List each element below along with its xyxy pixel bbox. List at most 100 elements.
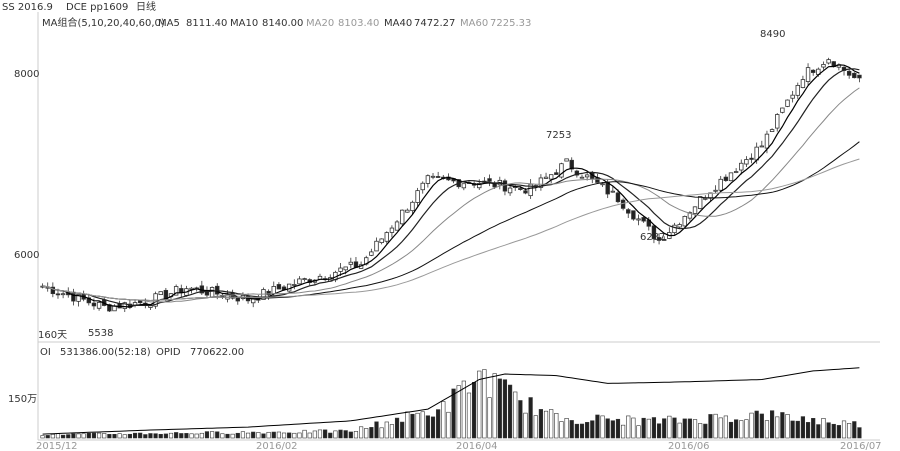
oi-y-tick: 150万 bbox=[8, 394, 37, 405]
candle-body bbox=[749, 157, 754, 160]
volume-bar bbox=[50, 433, 55, 439]
ma10-line bbox=[42, 68, 860, 307]
volume-bar bbox=[615, 418, 621, 439]
candle-body bbox=[600, 183, 605, 186]
volume-bar bbox=[410, 413, 415, 439]
volume-bar bbox=[579, 423, 585, 439]
ma40-name: MA40 bbox=[384, 18, 412, 29]
y-tick-6000: 6000 bbox=[14, 250, 39, 261]
candle-body bbox=[631, 210, 636, 220]
candle-body bbox=[677, 224, 682, 228]
volume-bar bbox=[451, 388, 456, 439]
volume-bar bbox=[323, 429, 328, 439]
volume-bar bbox=[364, 428, 369, 439]
volume-bar bbox=[554, 413, 559, 439]
volume-bar bbox=[184, 433, 189, 439]
volume-bar bbox=[235, 432, 240, 439]
candle-body bbox=[687, 212, 693, 219]
candle-body bbox=[297, 278, 302, 285]
candle-body bbox=[507, 187, 513, 194]
volume-bar bbox=[852, 421, 857, 439]
volume-bar bbox=[230, 433, 235, 439]
volume-bar bbox=[343, 430, 348, 439]
candle-body bbox=[826, 59, 831, 64]
volume-bar bbox=[656, 423, 662, 439]
volume-bar bbox=[174, 432, 179, 439]
volume-bar bbox=[204, 431, 210, 439]
candle-body bbox=[410, 201, 415, 212]
candle-body bbox=[754, 146, 759, 161]
volume-bar bbox=[723, 415, 728, 439]
volume-bar bbox=[369, 427, 374, 439]
volume-bar bbox=[66, 434, 71, 439]
volume-bar bbox=[328, 432, 333, 439]
opid-value: 770622.00 bbox=[190, 347, 244, 358]
volume-bar bbox=[153, 433, 158, 439]
volume-bar bbox=[215, 431, 220, 439]
x-tick-label: 2015/12 bbox=[36, 441, 78, 451]
volume-bar bbox=[163, 433, 168, 439]
volume-bar bbox=[857, 427, 862, 439]
volume-bar bbox=[168, 432, 174, 439]
volume-bar bbox=[127, 433, 133, 439]
candle-body bbox=[266, 290, 271, 296]
volume-bar bbox=[805, 422, 811, 439]
volume-bar bbox=[564, 418, 569, 439]
candle-body bbox=[739, 162, 744, 171]
volume-bar bbox=[826, 422, 831, 439]
volume-bar bbox=[199, 432, 204, 439]
volume-bar bbox=[338, 429, 343, 439]
volume-bar bbox=[677, 422, 682, 439]
volume-bar bbox=[394, 417, 400, 439]
candle-body bbox=[538, 177, 544, 188]
volume-bar bbox=[764, 420, 770, 439]
candle-body bbox=[636, 218, 641, 221]
volume-bar bbox=[138, 432, 143, 439]
volume-bar bbox=[374, 421, 379, 439]
volume-bar bbox=[549, 409, 554, 439]
volume-bar bbox=[420, 411, 425, 439]
candle-body bbox=[780, 107, 785, 113]
candle-body bbox=[810, 69, 816, 73]
candle-body bbox=[656, 237, 662, 241]
volume-bar bbox=[477, 370, 482, 439]
oi-layer bbox=[40, 367, 862, 439]
candle-body bbox=[91, 302, 97, 307]
volume-bar bbox=[651, 417, 657, 439]
volume-bar bbox=[708, 414, 713, 439]
volume-bar bbox=[430, 416, 436, 439]
volume-bar bbox=[276, 431, 281, 439]
volume-bar bbox=[112, 433, 117, 439]
candle-body bbox=[374, 240, 379, 252]
candle-body bbox=[759, 145, 765, 148]
candle-body bbox=[713, 189, 718, 192]
candle-body bbox=[286, 283, 292, 292]
volume-bar bbox=[117, 433, 122, 439]
candle-body bbox=[672, 224, 677, 234]
volume-bar bbox=[302, 429, 307, 439]
candle-body bbox=[96, 302, 102, 309]
volume-bar bbox=[816, 424, 821, 439]
volume-bar bbox=[775, 416, 780, 439]
volume-bar bbox=[672, 417, 677, 439]
candle-body bbox=[682, 216, 687, 227]
volume-bar bbox=[646, 418, 651, 439]
candle-body bbox=[744, 159, 749, 165]
candle-body bbox=[420, 182, 425, 191]
ma10-value: 8140.00 bbox=[262, 18, 303, 29]
candle-body bbox=[584, 174, 590, 178]
ma20-value: 8103.40 bbox=[338, 18, 379, 29]
volume-bar bbox=[528, 397, 533, 439]
candle-body bbox=[271, 286, 276, 295]
volume-bar bbox=[240, 431, 246, 439]
volume-bar bbox=[800, 416, 806, 439]
oi-value: 531386.00(52:18) bbox=[60, 347, 151, 358]
volume-bar bbox=[790, 420, 795, 439]
candle-body bbox=[579, 176, 585, 179]
volume-bar bbox=[847, 423, 852, 439]
contract-label: DCE pp1609 bbox=[66, 2, 128, 13]
volume-bar bbox=[636, 425, 641, 439]
candle-body bbox=[852, 72, 857, 79]
candle-body bbox=[733, 171, 739, 173]
